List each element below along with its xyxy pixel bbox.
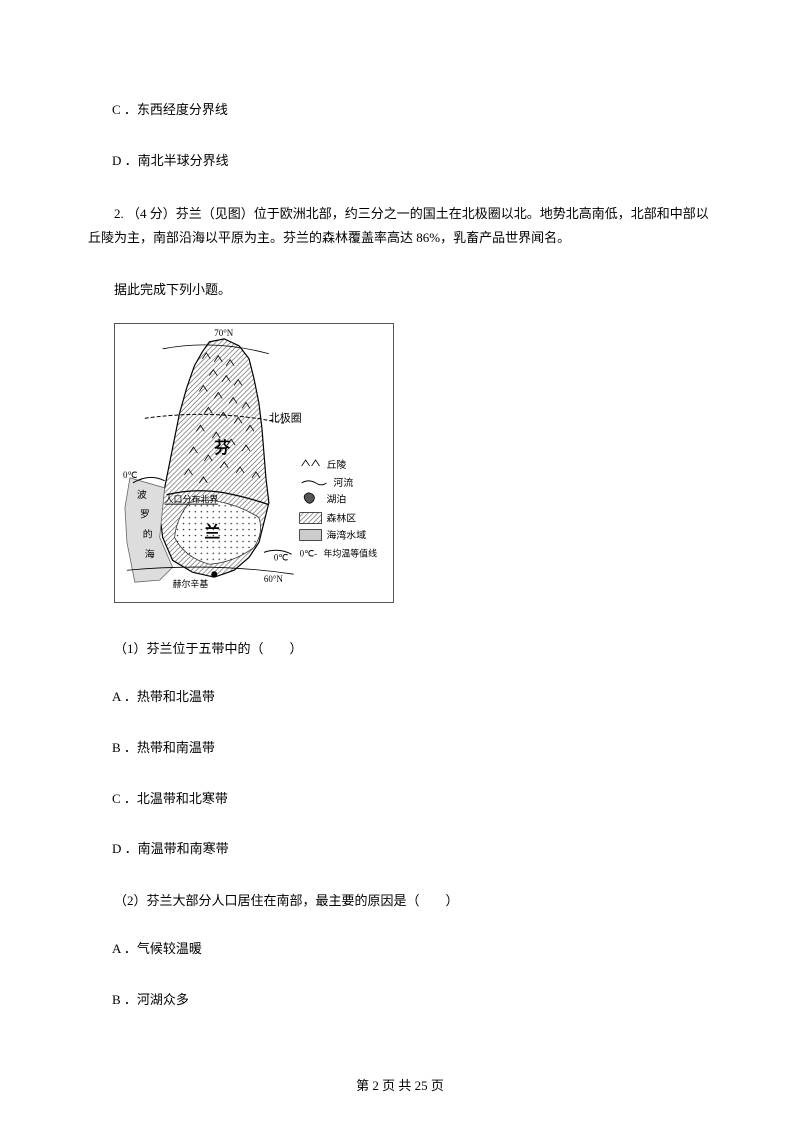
sub-q2-option-b: B ．河湖众多 [88,990,712,1011]
sub-q1-option-a: A ．热带和北温带 [88,687,712,708]
country-label-1: 芬 [213,438,230,457]
sub-q1-option-c: C ．北温带和北寒带 [88,789,712,810]
city-label: 赫尔辛基 [173,578,209,589]
lat-70-label: 70°N [214,328,233,338]
temp-left: 0℃ [123,470,137,480]
sub-q2-text: （2）芬兰大部分人口居住在南部，最主要的原因是（ ） [88,890,712,909]
document-content: C ．东西经度分界线 D ．南北半球分界线 2. （4 分）芬兰（见图）位于欧洲… [0,0,800,1011]
sub-q2-option-a: A ．气候较温暖 [88,939,712,960]
pop-label: 人口分布北界 [165,494,219,505]
temp-right: 0℃ [274,552,288,562]
svg-text:森林区: 森林区 [326,512,356,525]
arctic-label: 北极圈 [269,410,302,424]
svg-text:0℃-: 0℃- [300,548,317,558]
option-c-top: C ．东西经度分界线 [88,100,712,121]
sub-q1-option-b: B ．热带和南温带 [88,738,712,759]
svg-text:年均温等值线: 年均温等值线 [324,547,378,558]
helsinki-marker [211,571,217,577]
sea-label-1: 波 [137,488,147,501]
sea-label-2: 罗 [140,509,150,521]
country-label-2: 兰 [204,522,220,541]
svg-text:河流: 河流 [333,476,353,489]
map-svg: 70°N 北极圈 60°N 人口分布北界 0℃ 0℃ 芬 兰 波 罗 的 海 赫… [115,324,393,602]
lat-60-label: 60°N [264,574,283,584]
svg-text:丘陵: 丘陵 [326,459,346,471]
option-d-top: D ．南北半球分界线 [88,151,712,172]
svg-text:湖泊: 湖泊 [326,494,346,506]
sea-label-3: 的 [143,527,153,540]
question-2-stem: 2. （4 分）芬兰（见图）位于欧洲北部，约三分之一的国土在北极圈以北。地势北高… [88,202,712,251]
page-footer: 第 2 页 共 25 页 [0,1075,800,1094]
question-2-instruction: 据此完成下列小题。 [88,279,712,298]
svg-text:海湾水域: 海湾水域 [326,528,366,541]
sub-q1-text: （1）芬兰位于五带中的（ ） [88,638,712,657]
legend: 丘陵 河流 湖泊 森林区 海湾水域 0℃- 年均温等值线 [300,459,377,558]
sea-label-4: 海 [145,547,155,560]
finland-map: 70°N 北极圈 60°N 人口分布北界 0℃ 0℃ 芬 兰 波 罗 的 海 赫… [114,323,394,603]
sub-q1-option-d: D ．南温带和南寒带 [88,839,712,860]
